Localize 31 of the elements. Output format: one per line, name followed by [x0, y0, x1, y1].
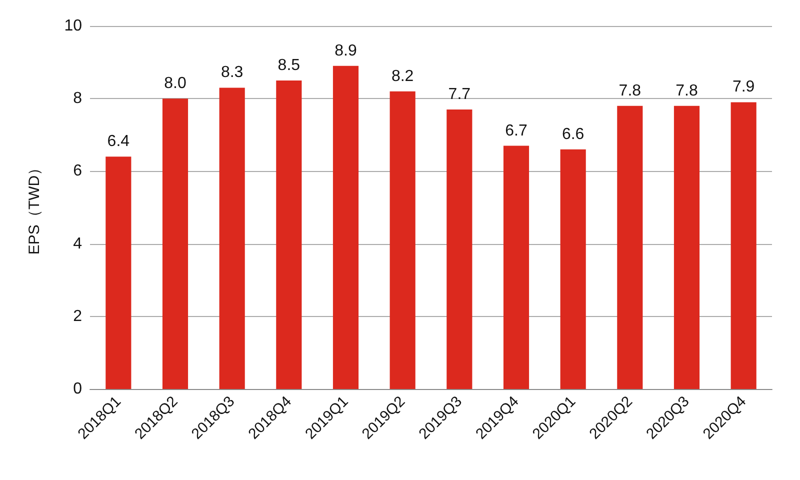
y-tick-label: 10: [64, 18, 82, 34]
data-label: 7.8: [676, 82, 698, 100]
data-label: 8.3: [220, 64, 244, 82]
y-tick-label: 8: [73, 90, 82, 108]
data-label: 8.9: [334, 42, 357, 60]
y-tick-label: 2: [73, 308, 82, 325]
data-label: 8.2: [391, 68, 414, 85]
y-tick-label: 4: [73, 235, 82, 252]
bar: [617, 106, 643, 389]
bar: [332, 66, 359, 389]
data-label: 8.0: [164, 75, 186, 92]
bar: [219, 88, 245, 389]
data-label: 6.7: [505, 122, 528, 140]
bar: [390, 91, 416, 389]
bar: [162, 98, 188, 389]
bar: [106, 156, 132, 389]
bar: [730, 102, 756, 389]
bar: [560, 149, 586, 389]
data-label: 6.6: [562, 126, 584, 143]
y-tick-label: 0: [73, 380, 82, 398]
bar: [503, 146, 530, 389]
bar: [276, 80, 302, 389]
data-label: 7.9: [732, 78, 755, 96]
bar: [674, 106, 700, 389]
data-label: 8.5: [278, 56, 300, 74]
bar: [446, 109, 472, 389]
data-label: 7.8: [618, 82, 642, 100]
data-label: 6.4: [107, 133, 130, 150]
y-axis-title: EPS（TWD）: [26, 160, 43, 255]
data-label: 7.7: [448, 86, 471, 103]
y-tick-label: 6: [73, 162, 82, 180]
